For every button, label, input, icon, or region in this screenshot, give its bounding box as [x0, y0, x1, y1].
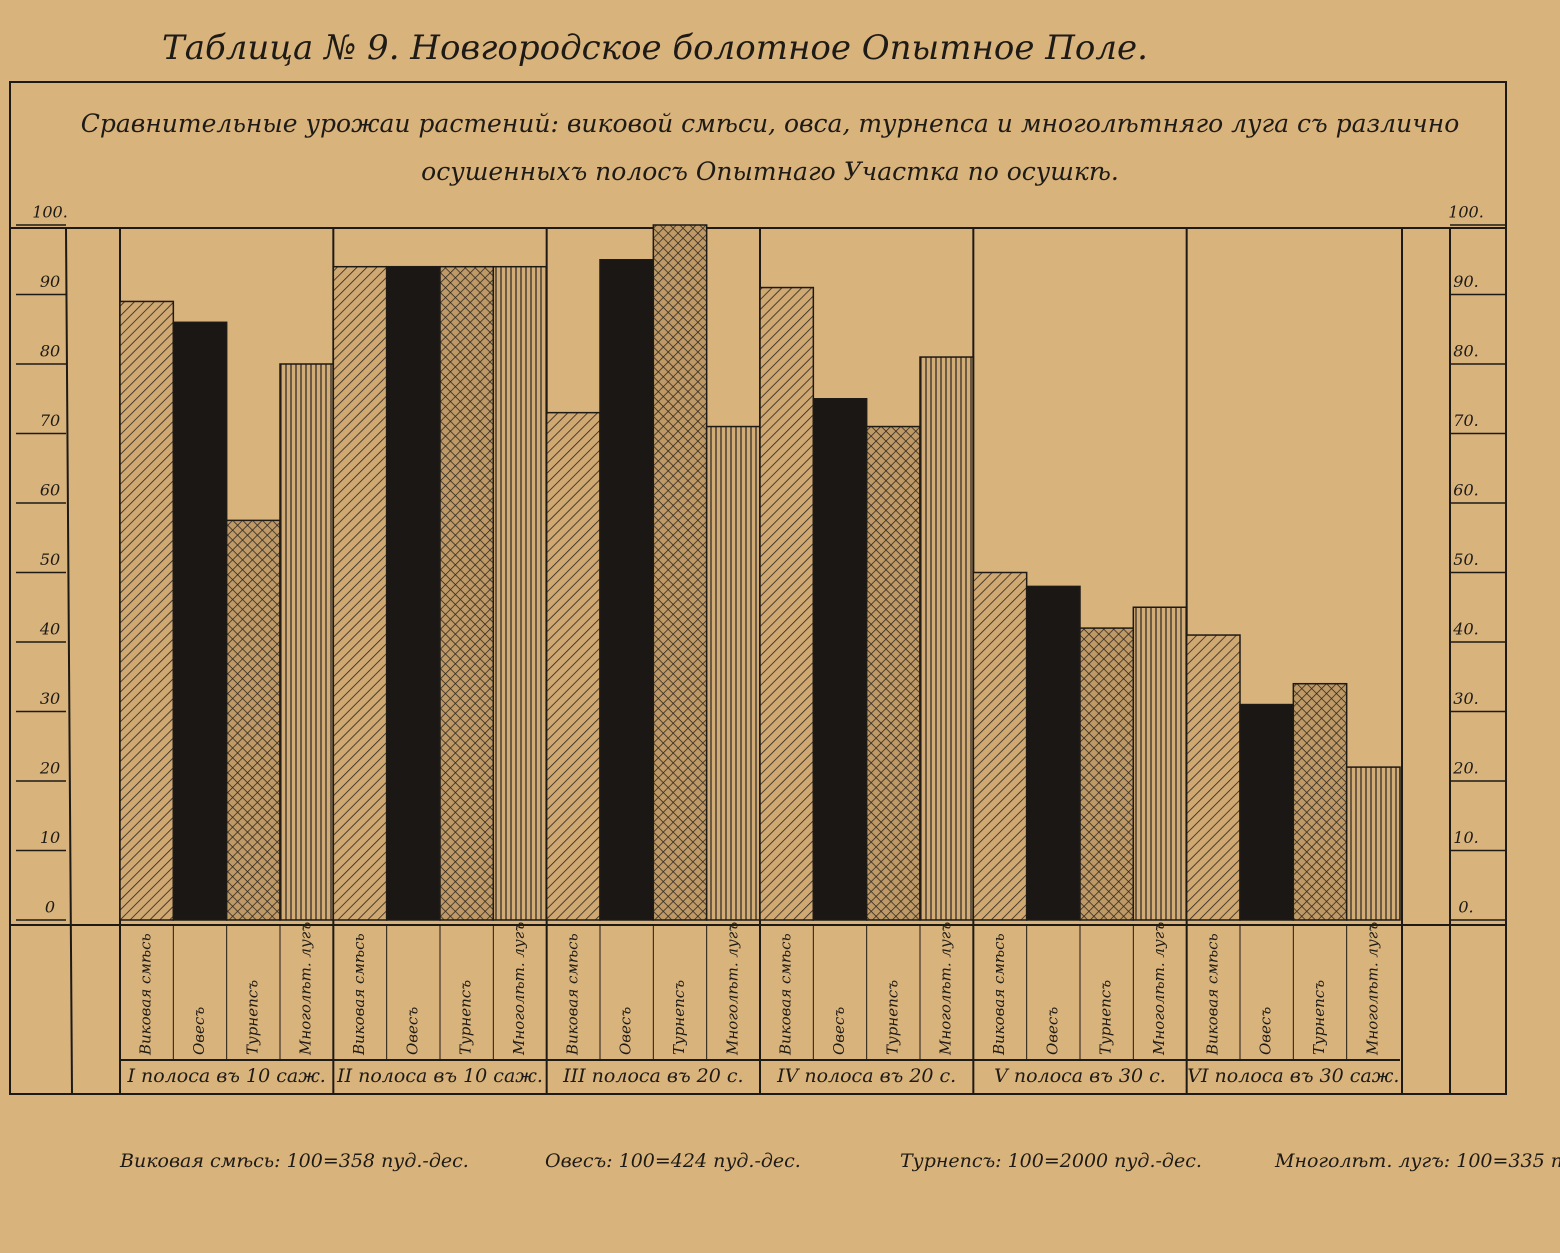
bar-label: Турнепсъ	[670, 980, 688, 1055]
bar-label: Турнепсъ	[457, 980, 475, 1055]
footnote: Многолѣт. лугъ: 100=335 пуд.-д.	[1274, 1150, 1560, 1172]
bar	[759, 286, 815, 921]
y-tick-label: 80	[40, 342, 60, 361]
bar-label: Овесъ	[190, 1007, 208, 1055]
bar	[652, 224, 708, 921]
bar	[1185, 634, 1241, 921]
bar	[919, 356, 975, 921]
x-tick-label: VI полоса въ 30 саж.	[1187, 1065, 1399, 1087]
bar-label: Турнепсъ	[243, 980, 261, 1055]
bar	[492, 265, 548, 921]
chart-subtitle: Сравнительные урожаи растений: виковой с…	[80, 109, 1460, 186]
y-tick-label: 70	[40, 411, 60, 430]
bar	[545, 411, 601, 921]
bar-label: Многолѣт. лугъ	[1150, 922, 1168, 1056]
bar	[972, 571, 1028, 921]
bar	[119, 300, 175, 921]
y2-tick-label: 60.	[1453, 481, 1478, 500]
bar-label: Овесъ	[1043, 1007, 1061, 1055]
bar	[172, 321, 228, 921]
frame-line	[65, 227, 73, 1095]
y-tick-label: 60	[40, 481, 60, 500]
bar-label: Виковая смѣсь	[563, 933, 581, 1056]
y-tick-label: 20	[39, 759, 60, 778]
bar-label: Многолѣт. лугъ	[510, 922, 528, 1056]
bar-label: Многолѣт. лугъ	[297, 922, 315, 1056]
bar	[599, 259, 655, 921]
bar-label: Многолѣт. лугъ	[937, 922, 955, 1056]
bar	[1025, 585, 1081, 921]
x-tick-label: V полоса въ 30 с.	[994, 1065, 1166, 1087]
bar-label: Многолѣт. лугъ	[723, 922, 741, 1056]
bar-label: Виковая смѣсь	[350, 933, 368, 1056]
bar	[1079, 627, 1135, 921]
bar	[225, 519, 281, 921]
bar-label: Виковая смѣсь	[990, 933, 1008, 1056]
y-tick-label: 50	[40, 550, 60, 569]
bar	[279, 363, 335, 921]
bar	[812, 398, 868, 921]
y2-tick-label: 50.	[1453, 550, 1478, 569]
y2-tick-label: 0.	[1458, 898, 1473, 917]
y2-tick-label: 70.	[1453, 411, 1478, 430]
y2-tick-label: 10.	[1453, 828, 1478, 847]
bar-label: Овесъ	[403, 1007, 421, 1055]
bar-label: Турнепсъ	[883, 980, 901, 1055]
bar	[705, 425, 761, 921]
footnote: Овесъ: 100=424 пуд.-дес.	[545, 1150, 801, 1172]
bar-label: Виковая смѣсь	[137, 933, 155, 1056]
bar-label: Турнепсъ	[1310, 980, 1328, 1055]
x-tick-label: IV полоса въ 20 с.	[776, 1065, 956, 1087]
y-tick-label: 10	[40, 828, 60, 847]
bar-label: Овесъ	[617, 1007, 635, 1055]
x-tick-label: I полоса въ 10 саж.	[126, 1065, 325, 1087]
bar-label: Турнепсъ	[1097, 980, 1115, 1055]
frame	[9, 81, 1507, 1095]
footnote: Турнепсъ: 100=2000 пуд.-дес.	[900, 1150, 1202, 1172]
y2-tick-label: 30.	[1453, 689, 1478, 708]
bar-label: Виковая смѣсь	[1203, 933, 1221, 1056]
y-tick-label: 40	[39, 620, 60, 639]
y-tick-label: 30	[40, 689, 60, 708]
bar	[1132, 606, 1188, 921]
bar	[332, 265, 388, 921]
chart-title: Таблица № 9. Новгородское болотное Опытн…	[162, 28, 1148, 68]
bar	[439, 265, 495, 921]
bar-label: Овесъ	[830, 1007, 848, 1055]
y2-tick-label: 80.	[1453, 342, 1478, 361]
x-tick-label: III полоса въ 20 с.	[562, 1065, 743, 1087]
y2-tick-label: 100.	[1448, 203, 1484, 222]
y-tick-label: 0	[45, 898, 55, 917]
bar	[1292, 682, 1348, 921]
y-tick-label: 90	[40, 272, 60, 291]
bar	[865, 425, 921, 921]
bar	[1345, 766, 1401, 921]
bar	[1239, 703, 1295, 921]
footnote: Виковая смѣсь: 100=358 пуд.-дес.	[119, 1150, 469, 1172]
x-tick-label: II полоса въ 10 саж.	[336, 1065, 543, 1087]
bar-label: Многолѣт. лугъ	[1363, 922, 1381, 1056]
y2-tick-label: 90.	[1453, 272, 1478, 291]
y2-tick-label: 40.	[1452, 620, 1478, 639]
y-tick-label: 100.	[32, 203, 68, 222]
bar-label: Овесъ	[1257, 1007, 1275, 1055]
bar-label: Виковая смѣсь	[777, 933, 795, 1056]
y2-tick-label: 20.	[1452, 759, 1478, 778]
bar	[385, 265, 441, 921]
